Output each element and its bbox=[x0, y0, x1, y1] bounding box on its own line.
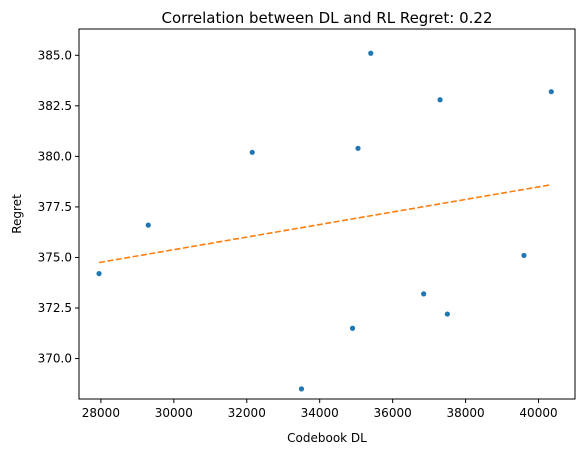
y-axis-label: Regret bbox=[10, 194, 24, 234]
x-tick-label: 38000 bbox=[446, 406, 484, 420]
scatter-points-group bbox=[96, 50, 554, 392]
y-tick-label: 372.5 bbox=[38, 301, 72, 315]
trend-line-group bbox=[98, 183, 552, 264]
x-axis-ticks: 28000 30000 32000 34000 36000 38000 40000 bbox=[82, 399, 558, 420]
scatter-point bbox=[349, 325, 356, 331]
x-tick-label: 36000 bbox=[374, 406, 412, 420]
x-tick-label: 28000 bbox=[82, 406, 120, 420]
scatter-point bbox=[421, 291, 427, 297]
y-tick-label: 375.0 bbox=[38, 250, 72, 264]
y-tick-label: 385.0 bbox=[38, 48, 72, 62]
scatter-point bbox=[355, 145, 361, 151]
scatter-point bbox=[437, 97, 443, 103]
y-tick-label: 377.5 bbox=[38, 200, 72, 214]
plot-area-frame bbox=[78, 28, 576, 400]
y-tick-label: 382.5 bbox=[38, 99, 72, 113]
x-axis-label: Codebook DL bbox=[287, 431, 367, 445]
x-tick-label: 34000 bbox=[301, 406, 339, 420]
scatter-point bbox=[548, 89, 554, 95]
scatter-point bbox=[249, 149, 255, 155]
scatter-point bbox=[96, 271, 102, 277]
scatter-point bbox=[298, 386, 305, 392]
y-tick-label: 380.0 bbox=[38, 149, 72, 163]
scatter-point bbox=[444, 311, 450, 317]
scatter-point bbox=[145, 222, 151, 228]
chart-title: Correlation between DL and RL Regret: 0.… bbox=[162, 9, 493, 27]
x-tick-label: 40000 bbox=[519, 406, 557, 420]
scatter-point bbox=[521, 252, 527, 259]
y-axis-ticks: 370.0 372.5 375.0 377.5 380.0 382.5 385.0 bbox=[38, 48, 79, 366]
trend-line bbox=[98, 183, 552, 264]
x-tick-label: 32000 bbox=[228, 406, 266, 420]
y-tick-label: 370.0 bbox=[38, 352, 72, 366]
scatter-point bbox=[368, 50, 374, 56]
x-tick-label: 30000 bbox=[155, 406, 193, 420]
